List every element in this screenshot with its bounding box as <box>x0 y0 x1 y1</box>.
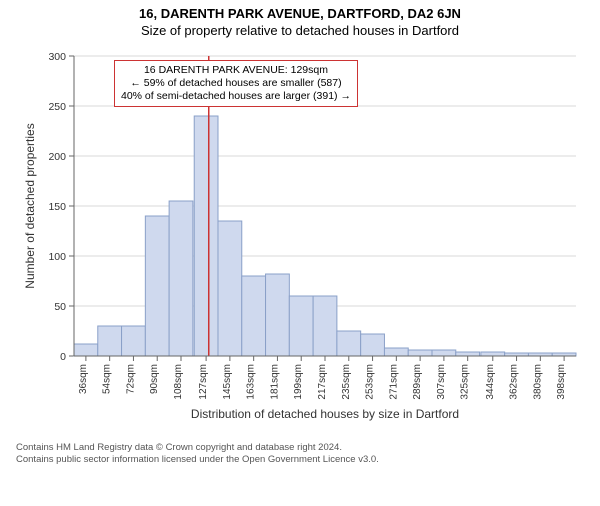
svg-text:253sqm: 253sqm <box>365 364 376 400</box>
svg-text:200: 200 <box>48 151 66 163</box>
svg-text:325sqm: 325sqm <box>460 364 471 400</box>
svg-text:398sqm: 398sqm <box>556 364 567 400</box>
page-title: 16, DARENTH PARK AVENUE, DARTFORD, DA2 6… <box>0 6 600 21</box>
svg-text:289sqm: 289sqm <box>412 364 423 400</box>
svg-text:72sqm: 72sqm <box>125 364 136 394</box>
annotation-line3: 40% of semi-detached houses are larger (… <box>121 90 351 103</box>
svg-text:217sqm: 217sqm <box>317 364 328 400</box>
svg-text:163sqm: 163sqm <box>246 364 257 400</box>
svg-text:235sqm: 235sqm <box>341 364 352 400</box>
svg-text:145sqm: 145sqm <box>222 364 233 400</box>
footer: Contains HM Land Registry data © Crown c… <box>16 442 600 466</box>
svg-text:0: 0 <box>60 351 66 363</box>
footer-line2: Contains public sector information licen… <box>16 454 600 466</box>
annotation-line2: ← 59% of detached houses are smaller (58… <box>121 77 351 90</box>
svg-text:36sqm: 36sqm <box>78 364 89 394</box>
svg-text:50: 50 <box>54 301 66 313</box>
svg-text:307sqm: 307sqm <box>436 364 447 400</box>
annotation-box: 16 DARENTH PARK AVENUE: 129sqm ← 59% of … <box>114 60 358 107</box>
svg-text:380sqm: 380sqm <box>532 364 543 400</box>
svg-text:54sqm: 54sqm <box>102 364 113 394</box>
svg-text:150: 150 <box>48 201 66 213</box>
svg-text:Distribution of detached house: Distribution of detached houses by size … <box>191 407 459 421</box>
svg-text:344sqm: 344sqm <box>485 364 496 400</box>
annotation-line1: 16 DARENTH PARK AVENUE: 129sqm <box>121 64 351 77</box>
svg-text:362sqm: 362sqm <box>509 364 520 400</box>
footer-line1: Contains HM Land Registry data © Crown c… <box>16 442 600 454</box>
svg-text:271sqm: 271sqm <box>388 364 399 400</box>
svg-text:181sqm: 181sqm <box>269 364 280 400</box>
title-block: 16, DARENTH PARK AVENUE, DARTFORD, DA2 6… <box>0 6 600 38</box>
svg-text:199sqm: 199sqm <box>293 364 304 400</box>
svg-text:Number of detached properties: Number of detached properties <box>23 123 37 288</box>
svg-text:100: 100 <box>48 251 66 263</box>
svg-text:90sqm: 90sqm <box>149 364 160 394</box>
page-subtitle: Size of property relative to detached ho… <box>0 23 600 38</box>
svg-text:250: 250 <box>48 101 66 113</box>
svg-text:108sqm: 108sqm <box>173 364 184 400</box>
chart-container: 0 50 100 150 200 250 300 36sqm 54sqm 72sqm 90sqm 10… <box>16 44 584 434</box>
svg-text:300: 300 <box>48 51 66 63</box>
svg-text:127sqm: 127sqm <box>198 364 209 400</box>
